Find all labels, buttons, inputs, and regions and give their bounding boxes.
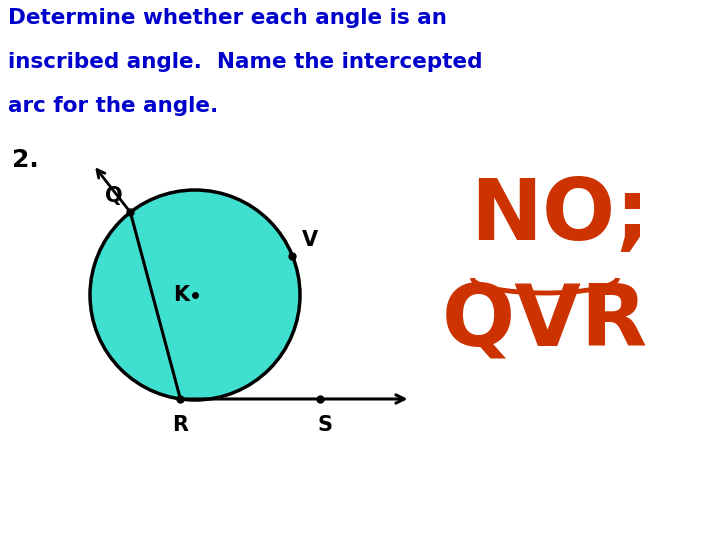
Text: V: V bbox=[302, 230, 318, 249]
Circle shape bbox=[90, 190, 300, 400]
Text: NO;: NO; bbox=[470, 175, 650, 258]
Text: Q: Q bbox=[104, 186, 122, 206]
Text: arc for the angle.: arc for the angle. bbox=[8, 96, 218, 116]
Text: S: S bbox=[318, 415, 333, 435]
Text: K: K bbox=[173, 285, 189, 305]
Text: 2.: 2. bbox=[12, 148, 39, 172]
Text: inscribed angle.  Name the intercepted: inscribed angle. Name the intercepted bbox=[8, 52, 482, 72]
Text: Determine whether each angle is an: Determine whether each angle is an bbox=[8, 8, 447, 28]
Text: R: R bbox=[172, 415, 189, 435]
Text: QVR: QVR bbox=[442, 280, 648, 363]
